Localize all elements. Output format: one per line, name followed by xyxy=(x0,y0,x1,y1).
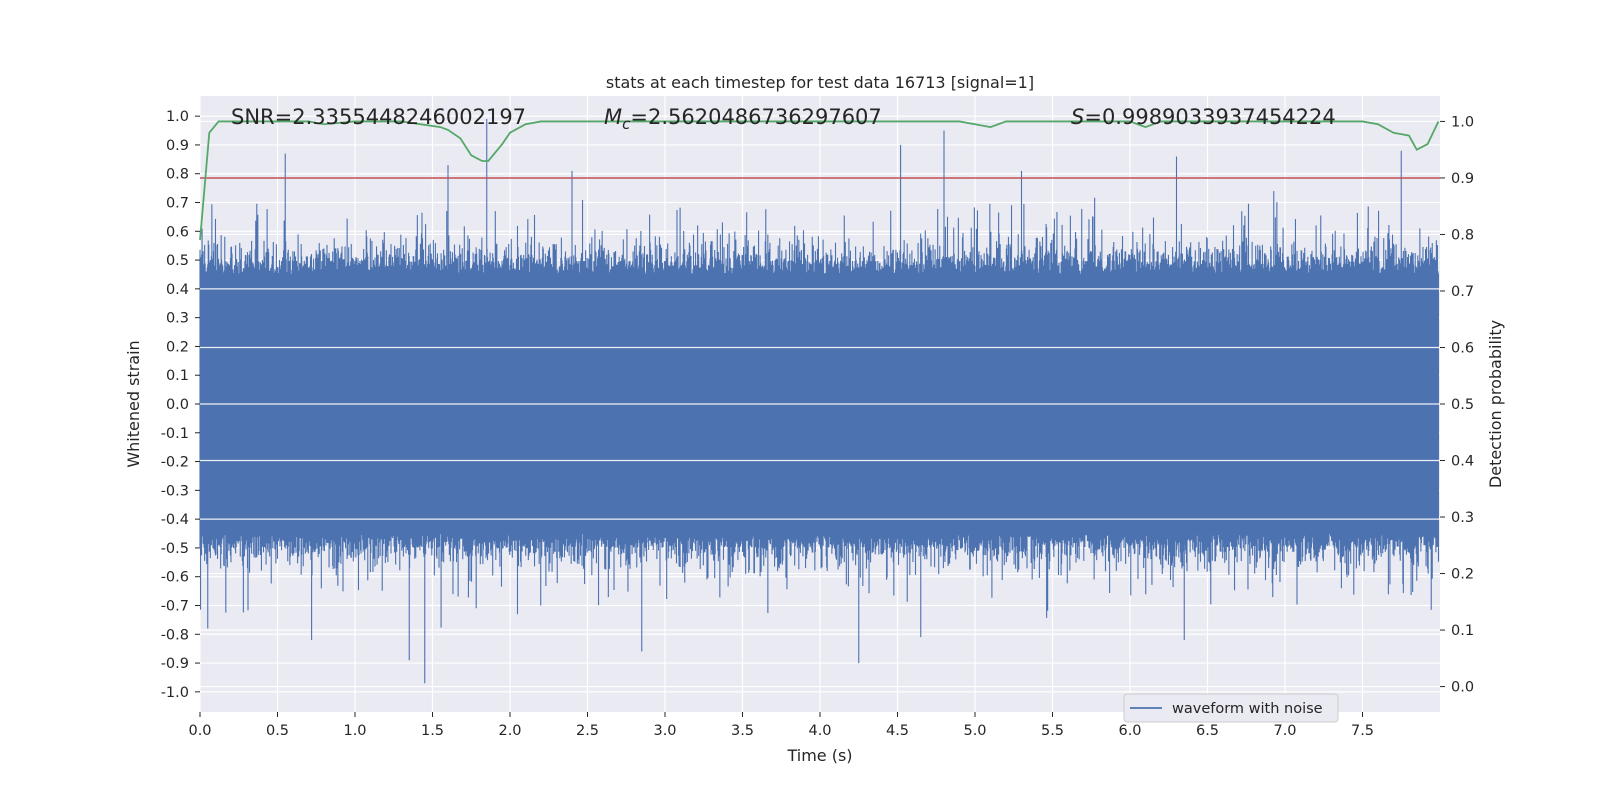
x-tick-label: 7.5 xyxy=(1351,723,1374,739)
x-tick-label: 3.5 xyxy=(731,723,754,739)
y-tick-label: -0.1 xyxy=(161,426,189,442)
chirp-mass-annotation: Mc=2.5620486736297607 xyxy=(604,105,882,133)
y-right-tick-label: 0.9 xyxy=(1451,171,1474,187)
y-tick-label: 0.3 xyxy=(166,311,189,327)
x-axis-label: Time (s) xyxy=(786,746,852,765)
y-right-tick-label: 0.1 xyxy=(1451,623,1474,639)
x-tick-label: 0.5 xyxy=(266,723,289,739)
y-tick-label: -0.6 xyxy=(161,570,189,586)
x-tick-label: 4.5 xyxy=(886,723,909,739)
y-tick-label: -0.4 xyxy=(161,512,189,528)
y-tick-label: -0.3 xyxy=(161,483,189,499)
x-tick-label: 3.0 xyxy=(653,723,676,739)
y-axis-label: Whitened strain xyxy=(124,340,143,467)
y-tick-label: -0.2 xyxy=(161,455,189,471)
x-tick-label: 2.0 xyxy=(498,723,521,739)
y-right-tick-label: 1.0 xyxy=(1451,114,1474,130)
x-tick-label: 5.5 xyxy=(1041,723,1064,739)
y-right-tick-label: 0.5 xyxy=(1451,397,1474,413)
y-right-tick-label: 0.3 xyxy=(1451,510,1474,526)
x-tick-label: 0.0 xyxy=(188,723,211,739)
waveform-series xyxy=(199,119,1440,684)
axis-ticks: 0.0 0.5 1.0 1.5 2.0 2.5 3.0 3.5 4.0 4.5 5.0 5.5 6.0 6… xyxy=(161,109,1474,739)
y-tick-label: 0.2 xyxy=(166,339,189,355)
y-tick-label: 0.4 xyxy=(166,282,189,298)
detection-probability-line xyxy=(199,120,1440,241)
x-tick-label: 4.0 xyxy=(808,723,831,739)
snr-annotation: SNR=2.3355448246002197 xyxy=(231,105,526,129)
legend-label: waveform with noise xyxy=(1172,701,1323,717)
y-right-tick-label: 0.7 xyxy=(1451,284,1474,300)
y-tick-label: 0.8 xyxy=(166,167,189,183)
x-tick-label: 1.0 xyxy=(343,723,366,739)
x-tick-label: 5.0 xyxy=(963,723,986,739)
legend: waveform with noise xyxy=(1123,693,1339,723)
y-tick-label: -1.0 xyxy=(161,685,189,701)
y-tick-label: 0.0 xyxy=(166,397,189,413)
y-tick-label: -0.8 xyxy=(161,627,189,643)
y-tick-label: 0.5 xyxy=(166,253,189,269)
y-tick-label: 0.6 xyxy=(166,224,189,240)
x-tick-label: 6.0 xyxy=(1118,723,1141,739)
y-right-tick-label: 0.0 xyxy=(1451,680,1474,696)
y-axis-right-label: Detection probability xyxy=(1486,320,1505,488)
x-tick-label: 7.0 xyxy=(1273,723,1296,739)
y-right-tick-label: 0.2 xyxy=(1451,567,1474,583)
x-tick-label: 1.5 xyxy=(421,723,444,739)
y-tick-label: 0.7 xyxy=(166,196,189,212)
x-tick-label: 6.5 xyxy=(1196,723,1219,739)
legend-box xyxy=(1123,693,1339,723)
y-tick-label: -0.9 xyxy=(161,656,189,672)
y-tick-label: 0.1 xyxy=(166,368,189,384)
x-tick-label: 2.5 xyxy=(576,723,599,739)
y-tick-label: 1.0 xyxy=(166,109,189,125)
y-tick-label: 0.9 xyxy=(166,138,189,154)
y-right-tick-label: 0.4 xyxy=(1451,454,1474,470)
y-right-tick-label: 0.8 xyxy=(1451,227,1474,243)
y-tick-label: -0.5 xyxy=(161,541,189,557)
s-annotation: S=0.9989033937454224 xyxy=(1071,105,1336,129)
y-tick-label: -0.7 xyxy=(161,598,189,614)
chart-title: stats at each timestep for test data 167… xyxy=(606,73,1034,92)
y-right-tick-label: 0.6 xyxy=(1451,340,1474,356)
